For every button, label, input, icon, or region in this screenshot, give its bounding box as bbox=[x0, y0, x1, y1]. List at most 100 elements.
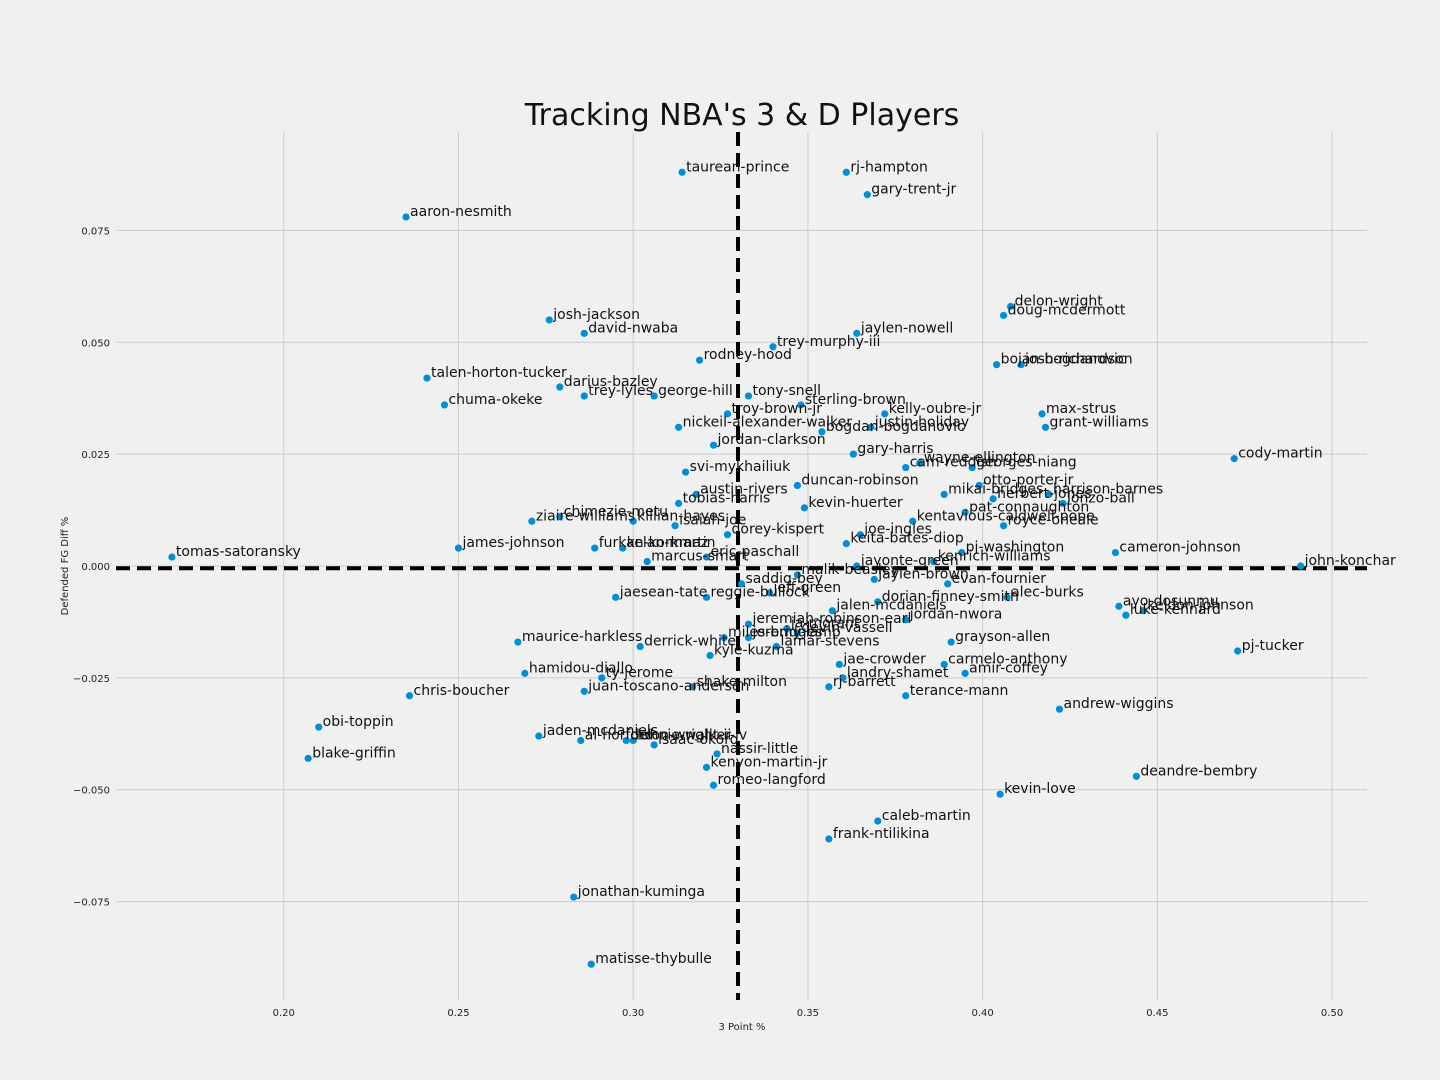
data-point bbox=[440, 401, 449, 409]
data-point bbox=[958, 548, 966, 557]
data-point bbox=[853, 562, 861, 570]
point-label: lonzo-ball bbox=[1067, 490, 1135, 506]
x-tick-label: 0.50 bbox=[1321, 1008, 1343, 1019]
data-point bbox=[702, 593, 711, 601]
point-label: furkan-korkmaz bbox=[599, 535, 709, 551]
point-label: devin-vassell bbox=[801, 620, 892, 636]
y-tick-label: 0.000 bbox=[81, 562, 110, 573]
data-point bbox=[591, 544, 599, 552]
point-label: kyle-kuzma bbox=[714, 642, 794, 658]
point-label: tony-snell bbox=[752, 383, 821, 399]
data-point bbox=[940, 490, 948, 499]
data-point bbox=[580, 392, 588, 400]
point-label: bojan-bogdanovic bbox=[1001, 352, 1126, 368]
point-label: chimezie-metu bbox=[564, 504, 668, 520]
y-axis-label: Defended FG Diff % bbox=[60, 517, 71, 616]
data-point bbox=[315, 723, 323, 731]
data-point bbox=[881, 410, 889, 418]
data-point bbox=[744, 633, 753, 642]
data-point bbox=[839, 674, 847, 682]
data-point bbox=[681, 468, 690, 476]
data-point bbox=[989, 495, 997, 503]
data-point bbox=[577, 736, 585, 745]
data-point bbox=[930, 557, 938, 566]
point-label: amir-coffey bbox=[969, 660, 1048, 676]
data-point bbox=[1230, 455, 1238, 463]
point-label: talen-horton-tucker bbox=[431, 365, 567, 381]
y-tick-label: 0.025 bbox=[81, 450, 110, 461]
point-label: darius-bazley bbox=[564, 374, 658, 390]
data-point bbox=[765, 589, 774, 597]
point-label: jae-crowder bbox=[842, 651, 926, 667]
data-point bbox=[612, 593, 620, 601]
y-tick-label: −0.050 bbox=[73, 786, 110, 797]
point-label: kelly-oubre-jr bbox=[889, 401, 982, 417]
point-label: delon-wright bbox=[1015, 293, 1104, 309]
point-label: alec-burks bbox=[1011, 584, 1084, 600]
reference-lines bbox=[116, 132, 1367, 1000]
data-point bbox=[996, 790, 1004, 798]
data-point bbox=[975, 481, 983, 490]
point-label: carmelo-anthony bbox=[948, 651, 1067, 667]
data-point bbox=[916, 459, 924, 467]
point-label: pj-tucker bbox=[1242, 638, 1304, 654]
point-label: jaden-mcdaniels bbox=[542, 723, 658, 739]
point-label: keita-bates-diop bbox=[850, 531, 963, 547]
point-label: juan-toscano-anderson bbox=[587, 678, 749, 694]
point-label: chris-boucher bbox=[414, 683, 510, 699]
x-axis-label: 3 Point % bbox=[718, 1022, 765, 1033]
data-point bbox=[650, 741, 658, 749]
point-label: landry-shamet bbox=[847, 665, 949, 681]
data-point bbox=[744, 392, 753, 400]
data-point bbox=[1041, 423, 1050, 431]
point-label: ty-jerome bbox=[606, 665, 673, 681]
data-point bbox=[1006, 302, 1015, 311]
point-label: jeremy-lamb bbox=[751, 625, 840, 641]
point-label: royce-oneale bbox=[1008, 513, 1099, 529]
data-point bbox=[835, 660, 843, 669]
point-label: evan-fournier bbox=[952, 571, 1047, 587]
point-label: luke-kennard bbox=[1130, 602, 1221, 618]
point-label: rodney-hood bbox=[704, 347, 792, 363]
point-label: chuma-okeke bbox=[448, 392, 542, 408]
point-label: gary-trent-jr bbox=[871, 182, 956, 198]
data-point bbox=[454, 544, 463, 552]
data-point bbox=[675, 499, 683, 507]
data-point bbox=[556, 513, 564, 521]
point-label: jalen-mcdaniels bbox=[835, 598, 946, 614]
point-label: jaesean-tate bbox=[619, 584, 708, 600]
point-label: miles-bridges bbox=[728, 625, 823, 641]
data-point bbox=[695, 356, 704, 364]
point-label: killian-hayes bbox=[637, 508, 725, 524]
point-label: trey-murphy-iii bbox=[777, 334, 880, 350]
point-label: trey-lyles bbox=[588, 383, 653, 399]
x-tick-label: 0.30 bbox=[622, 1008, 644, 1019]
data-point bbox=[622, 736, 630, 745]
data-point bbox=[423, 374, 431, 382]
point-label: mikai-bridges bbox=[948, 481, 1043, 497]
data-point bbox=[1059, 499, 1067, 507]
point-label: jaylen-nowell bbox=[860, 320, 953, 336]
data-point bbox=[870, 575, 878, 584]
point-label: eric-paschall bbox=[711, 544, 800, 560]
data-point bbox=[800, 504, 808, 512]
data-point bbox=[744, 620, 753, 628]
point-label: derrick-white bbox=[644, 634, 736, 650]
data-point bbox=[723, 531, 732, 539]
point-label: matisse-thybulle bbox=[595, 951, 712, 967]
point-label: blake-griffin bbox=[312, 745, 396, 761]
point-label: kevin-huerter bbox=[808, 495, 903, 511]
point-label: david-nwaba bbox=[588, 320, 678, 336]
point-label: jonathan-kuminga bbox=[577, 884, 705, 900]
axis-ticks: 0.20 0.25 0.30 0.35 0.40 0.45 0.50 −0.075 −0.050… bbox=[73, 226, 1343, 1019]
data-point bbox=[709, 781, 718, 789]
data-point bbox=[902, 692, 910, 700]
point-label: kevin-love bbox=[1004, 781, 1076, 797]
data-point bbox=[580, 329, 588, 337]
data-point bbox=[514, 638, 522, 646]
data-point bbox=[902, 616, 910, 624]
point-label: isaiah-joe bbox=[679, 513, 746, 529]
point-label: harrison-barnes bbox=[1053, 481, 1163, 497]
point-label: rj-hampton bbox=[850, 159, 928, 175]
data-point bbox=[849, 450, 857, 458]
